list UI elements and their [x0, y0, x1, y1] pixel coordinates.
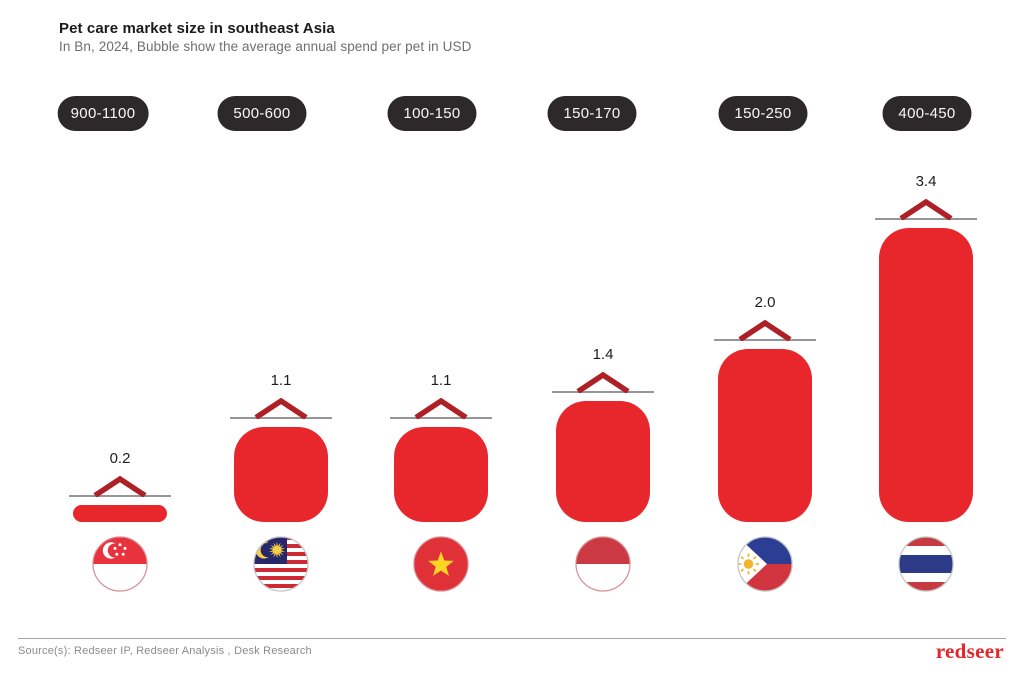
bar-indonesia [556, 401, 650, 522]
bar-value-label: 2.0 [754, 294, 776, 311]
redseer-logo: redseer [935, 639, 1004, 663]
avg-spend-bubble-thailand: 400-450 [882, 96, 972, 131]
value-marker-line [230, 417, 332, 419]
indonesia-flag-icon [575, 536, 631, 592]
chevron-up-icon [736, 319, 794, 342]
value-marker-line [714, 339, 816, 341]
chart-title: Pet care market size in southeast Asia [59, 20, 335, 37]
avg-spend-bubble-philippines: 150-250 [718, 96, 808, 131]
value-marker-line [390, 417, 492, 419]
value-marker-line [552, 391, 654, 393]
avg-spend-bubble-singapore: 900-1100 [57, 96, 149, 131]
footer-divider [18, 638, 1006, 639]
avg-spend-bubble-indonesia: 150-170 [547, 96, 637, 131]
bar-value-label: 0.2 [109, 450, 131, 467]
avg-spend-bubble-vietnam: 100-150 [387, 96, 477, 131]
chevron-up-icon [574, 371, 632, 394]
thailand-flag-icon [898, 536, 954, 592]
avg-spend-bubble-malaysia: 500-600 [217, 96, 307, 131]
vietnam-flag-icon [413, 536, 469, 592]
chevron-up-icon [897, 198, 955, 221]
chevron-up-icon [412, 397, 470, 420]
bar-value-label: 1.4 [592, 346, 614, 363]
bar-philippines [718, 349, 812, 522]
chart-subtitle: In Bn, 2024, Bubble show the average ann… [59, 39, 472, 54]
bar-value-label: 1.1 [430, 372, 452, 389]
source-note: Source(s): Redseer IP, Redseer Analysis … [18, 645, 312, 657]
bar-singapore [73, 505, 167, 522]
philippines-flag-icon [737, 536, 793, 592]
singapore-flag-icon [92, 536, 148, 592]
chevron-up-icon [91, 475, 149, 498]
bar-malaysia [234, 427, 328, 522]
malaysia-flag-icon [253, 536, 309, 592]
bar-thailand [879, 228, 973, 522]
bar-vietnam [394, 427, 488, 522]
value-marker-line [875, 218, 977, 220]
bar-value-label: 1.1 [270, 372, 292, 389]
bar-value-label: 3.4 [915, 173, 937, 190]
chevron-up-icon [252, 397, 310, 420]
value-marker-line [69, 495, 171, 497]
